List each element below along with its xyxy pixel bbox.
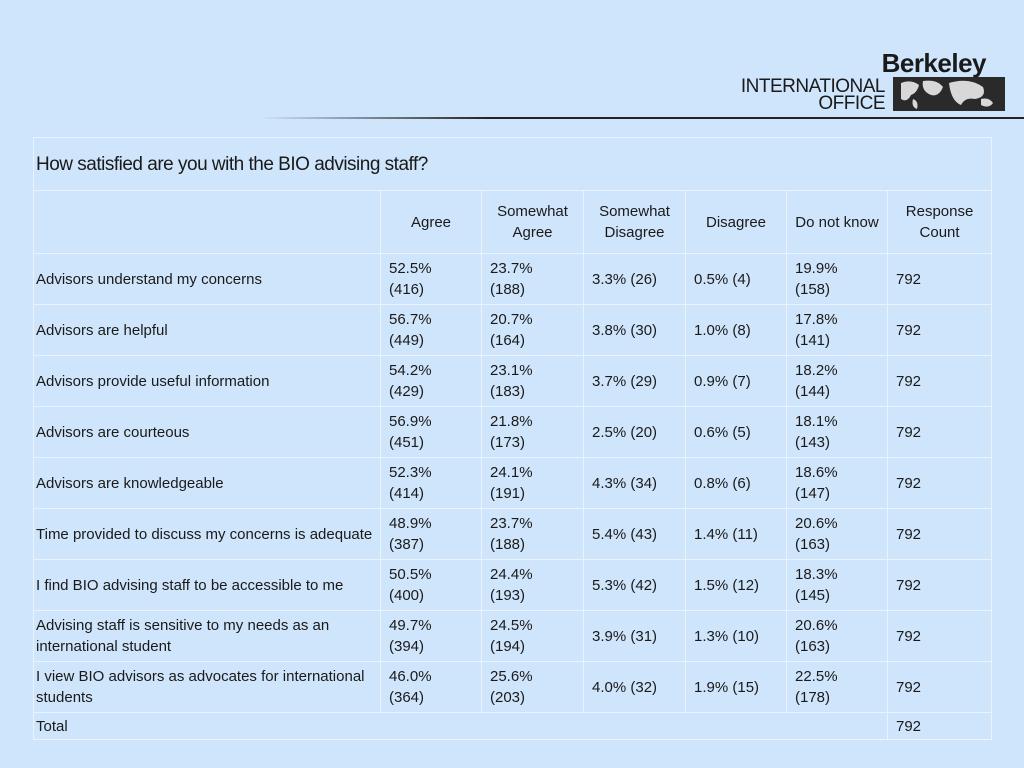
column-header: Do not know: [786, 190, 888, 254]
value-cell: 792: [886, 457, 993, 509]
brand: Berkeley: [881, 48, 987, 78]
value-cell: 792: [886, 610, 993, 662]
value-cell: 23.1% (183): [481, 355, 584, 407]
value-cell: 23.7% (188): [481, 508, 584, 560]
value-cell: 24.4% (193): [481, 559, 584, 611]
globe-logo: [893, 77, 1005, 111]
table-row: Advisors are courteous 56.9% (451) 21.8% (…: [33, 406, 993, 458]
value-cell: 3.7% (29): [583, 355, 686, 407]
value-cell: 5.3% (42): [583, 559, 686, 611]
value-cell: 4.3% (34): [583, 457, 686, 509]
table-row: Advisors are knowledgeable 52.3% (414) 24.…: [33, 457, 993, 509]
value-cell: 56.9% (451): [380, 406, 482, 458]
value-cell: 49.7% (394): [380, 610, 482, 662]
header-cell: [33, 190, 381, 254]
value-cell: 54.2% (429): [380, 355, 482, 407]
value-cell: 0.9% (7): [685, 355, 787, 407]
value-cell: 46.0% (364): [380, 661, 482, 713]
value-cell: 792: [886, 406, 993, 458]
header-row: Agree Somewhat Agree Somewhat Disagree Disa…: [33, 190, 993, 254]
value-cell: 56.7% (449): [380, 304, 482, 356]
row-label: I find BIO advising staff to be accessib…: [33, 559, 381, 611]
total-count: 792: [886, 712, 993, 740]
value-cell: 5.4% (43): [583, 508, 686, 560]
table-row: Time provided to discuss my concerns is …: [33, 508, 993, 560]
total-label: Total: [33, 712, 888, 740]
value-cell: 24.5% (194): [481, 610, 584, 662]
row-label: Advisors provide useful information: [33, 355, 381, 407]
value-cell: 1.9% (15): [685, 661, 787, 713]
value-cell: 792: [886, 253, 993, 305]
value-cell: 20.6% (163): [786, 610, 888, 662]
table-row: I find BIO advising staff to be accessib…: [33, 559, 993, 611]
value-cell: 48.9% (387): [380, 508, 482, 560]
value-cell: 50.5% (400): [380, 559, 482, 611]
value-cell: 22.5% (178): [786, 661, 888, 713]
value-cell: 792: [886, 661, 993, 713]
value-cell: 0.8% (6): [685, 457, 787, 509]
table-row: Advisors provide useful information 54.2%…: [33, 355, 993, 407]
column-header: Disagree: [685, 190, 787, 254]
row-label: Advisors are helpful: [33, 304, 381, 356]
value-cell: 0.5% (4): [685, 253, 787, 305]
row-label: I view BIO advisors as advocates for int…: [33, 661, 381, 713]
column-header: Somewhat Agree: [481, 190, 584, 254]
value-cell: 4.0% (32): [583, 661, 686, 713]
value-cell: 792: [886, 559, 993, 611]
table-row: Advisors understand my concerns 52.5% (41…: [33, 253, 993, 305]
table-row: I view BIO advisors as advocates for int…: [33, 661, 993, 713]
column-header: Agree: [380, 190, 482, 254]
survey-table: How satisfied are you with the BIO advis…: [32, 137, 993, 740]
value-cell: 2.5% (20): [583, 406, 686, 458]
value-cell: 18.3% (145): [786, 559, 888, 611]
value-cell: 23.7% (188): [481, 253, 584, 305]
value-cell: 52.5% (416): [380, 253, 482, 305]
value-cell: 1.3% (10): [685, 610, 787, 662]
value-cell: 0.6% (5): [685, 406, 787, 458]
value-cell: 20.7% (164): [481, 304, 584, 356]
table-row: Advisors are helpful 56.7% (449) 20.7% (16…: [33, 304, 993, 356]
row-label: Advisors understand my concerns: [33, 253, 381, 305]
value-cell: 1.4% (11): [685, 508, 787, 560]
row-label: Time provided to discuss my concerns is …: [33, 508, 381, 560]
value-cell: 1.0% (8): [685, 304, 787, 356]
value-cell: 24.1% (191): [481, 457, 584, 509]
value-cell: 17.8% (141): [786, 304, 888, 356]
value-cell: 19.9% (158): [786, 253, 888, 305]
table-title: How satisfied are you with the BIO advis…: [32, 137, 993, 191]
row-label: Advisors are knowledgeable: [33, 457, 381, 509]
total-row: Total 792: [33, 712, 993, 740]
brand-line: INTERNATIONAL: [740, 76, 886, 97]
value-cell: 52.3% (414): [380, 457, 482, 509]
value-cell: 18.2% (144): [786, 355, 888, 407]
row-label: Advisors are courteous: [33, 406, 381, 458]
brand-line: OFFICE: [818, 93, 885, 114]
column-header: Somewhat Disagree: [583, 190, 686, 254]
column-header: Response Count: [886, 190, 993, 254]
value-cell: 792: [886, 304, 993, 356]
header-rule: [260, 117, 1024, 119]
value-cell: 792: [886, 508, 993, 560]
value-cell: 1.5% (12): [685, 559, 787, 611]
value-cell: 18.1% (143): [786, 406, 888, 458]
value-cell: 21.8% (173): [481, 406, 584, 458]
table-row: Advising staff is sensitive to my needs …: [33, 610, 993, 662]
value-cell: 3.3% (26): [583, 253, 686, 305]
value-cell: 792: [886, 355, 993, 407]
value-cell: 3.9% (31): [583, 610, 686, 662]
title-row: How satisfied are you with the BIO advis…: [32, 137, 993, 191]
value-cell: 18.6% (147): [786, 457, 888, 509]
value-cell: 25.6% (203): [481, 661, 584, 713]
row-label: Advising staff is sensitive to my needs …: [33, 610, 381, 662]
value-cell: 3.8% (30): [583, 304, 686, 356]
value-cell: 20.6% (163): [786, 508, 888, 560]
